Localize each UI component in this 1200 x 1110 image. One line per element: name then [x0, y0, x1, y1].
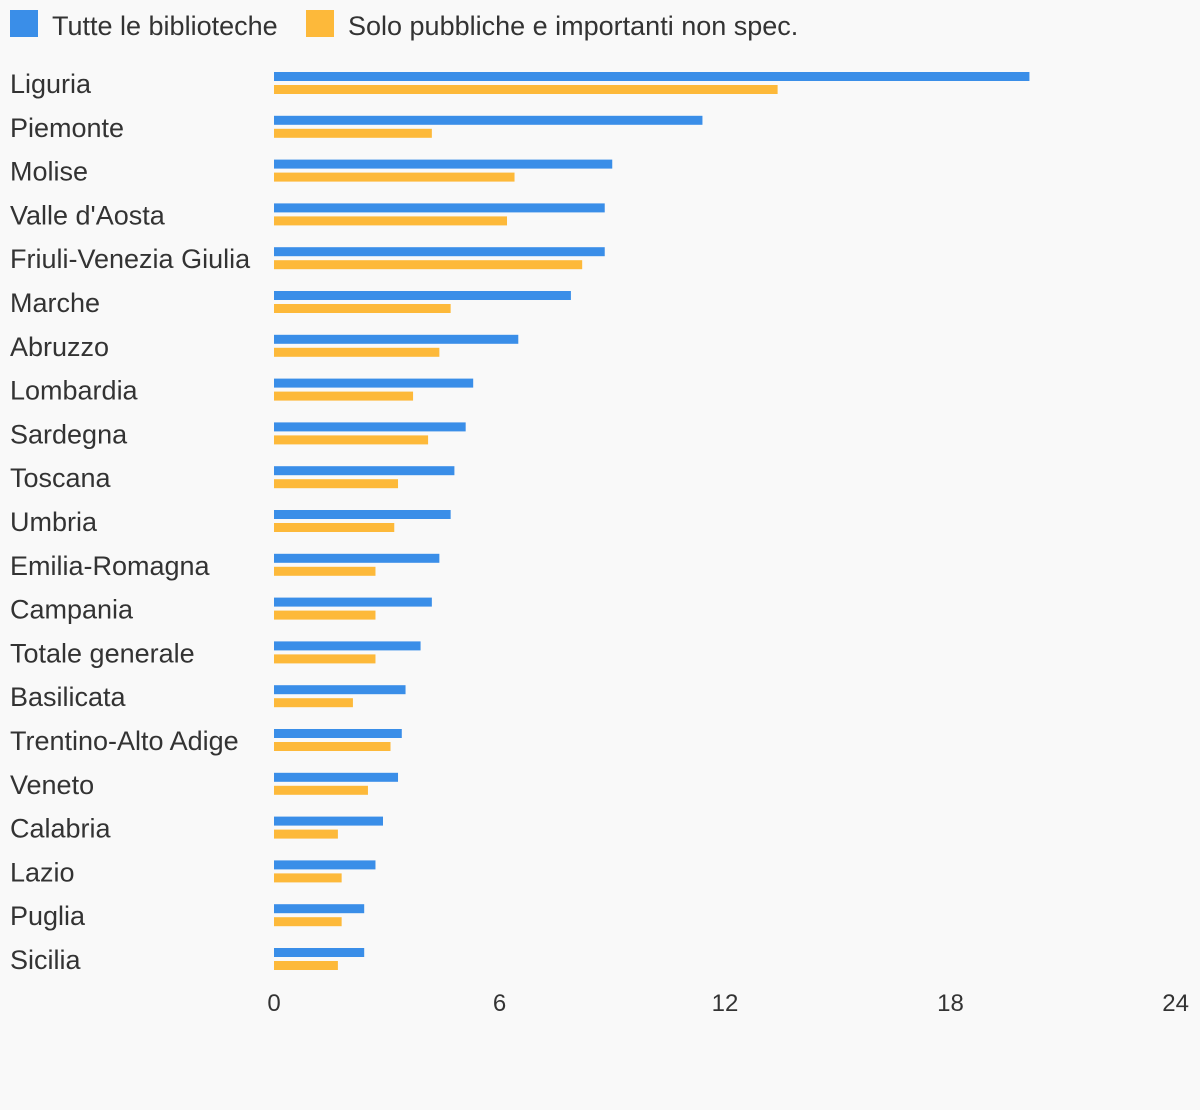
bar-totale-generale-series-1 [274, 641, 421, 651]
x-tick-label-18: 18 [937, 990, 964, 1017]
category-label-lazio: Lazio [10, 857, 75, 887]
x-tick-label-24: 24 [1162, 990, 1189, 1017]
category-label-umbria: Umbria [10, 507, 98, 537]
x-tick-label-0: 0 [267, 990, 280, 1017]
bar-emilia-romagna-series-1 [274, 553, 440, 563]
category-label-toscana: Toscana [10, 463, 112, 493]
bar-marche-series-2 [274, 304, 451, 313]
category-label-valle-d-aosta: Valle d'Aosta [10, 200, 166, 230]
category-label-sardegna: Sardegna [10, 419, 128, 449]
bar-campania-series-1 [274, 597, 432, 607]
bar-piemonte-series-1 [274, 115, 703, 125]
category-label-veneto: Veneto [10, 770, 94, 800]
bar-sardegna-series-2 [274, 435, 429, 445]
bar-puglia-series-1 [274, 904, 365, 914]
bar-umbria-series-1 [274, 510, 451, 519]
bar-sicilia-series-1 [274, 948, 365, 957]
category-label-puglia: Puglia [10, 901, 86, 931]
bar-basilicata-series-1 [274, 685, 406, 695]
bar-abruzzo-series-1 [274, 334, 519, 344]
bar-trentino-alto-adige-series-1 [274, 729, 402, 738]
bars [274, 72, 1030, 970]
x-axis: 0 6 12 18 24 [267, 990, 1189, 1017]
category-label-totale-generale: Totale generale [10, 638, 195, 668]
bar-sardegna-series-1 [274, 422, 466, 432]
category-label-abruzzo: Abruzzo [10, 332, 109, 362]
category-label-liguria: Liguria [10, 69, 92, 99]
bar-basilicata-series-2 [274, 698, 353, 708]
category-label-molise: Molise [10, 157, 88, 187]
bar-abruzzo-series-2 [274, 347, 440, 357]
bar-trentino-alto-adige-series-2 [274, 742, 391, 751]
category-label-emilia-romagna: Emilia-Romagna [10, 551, 211, 581]
bar-lazio-series-1 [274, 860, 376, 870]
bar-campania-series-2 [274, 610, 376, 620]
bar-calabria-series-2 [274, 829, 338, 839]
category-label-sicilia: Sicilia [10, 945, 82, 975]
bar-toscana-series-1 [274, 466, 455, 476]
legend-label-1: Tutte le biblioteche [52, 11, 278, 41]
bar-lombardia-series-1 [274, 378, 474, 388]
bar-marche-series-1 [274, 291, 571, 300]
bar-friuli-venezia-giulia-series-1 [274, 247, 605, 257]
category-label-trentino-alto-adige: Trentino-Alto Adige [10, 726, 239, 756]
bar-sicilia-series-2 [274, 961, 338, 970]
category-label-friuli-venezia-giulia: Friuli-Venezia Giulia [10, 244, 251, 274]
bar-lombardia-series-2 [274, 391, 414, 401]
bar-valle-d-aosta-series-2 [274, 216, 508, 226]
category-label-piemonte: Piemonte [10, 113, 124, 143]
x-tick-label-12: 12 [712, 990, 739, 1017]
category-label-marche: Marche [10, 288, 100, 318]
category-label-calabria: Calabria [10, 814, 112, 844]
bar-molise-series-1 [274, 159, 613, 169]
bar-totale-generale-series-2 [274, 654, 376, 664]
bar-molise-series-2 [274, 172, 515, 182]
bar-lazio-series-2 [274, 873, 342, 883]
bar-emilia-romagna-series-2 [274, 566, 376, 576]
category-label-campania: Campania [10, 595, 134, 625]
bar-puglia-series-2 [274, 917, 342, 927]
bar-veneto-series-1 [274, 772, 399, 782]
bar-umbria-series-2 [274, 523, 395, 532]
bar-valle-d-aosta-series-1 [274, 203, 605, 213]
bar-veneto-series-2 [274, 785, 368, 795]
legend: Tutte le biblioteche Solo pubbliche e imp… [10, 10, 798, 41]
category-labels: Liguria Piemonte Molise Valle d'Aosta Friuli… [10, 69, 251, 975]
x-tick-label-6: 6 [493, 990, 506, 1017]
bar-liguria-series-1 [274, 72, 1030, 81]
category-label-basilicata: Basilicata [10, 682, 127, 712]
bar-friuli-venezia-giulia-series-2 [274, 260, 583, 270]
legend-swatch-1 [10, 10, 38, 37]
bar-piemonte-series-2 [274, 128, 432, 138]
bar-toscana-series-2 [274, 479, 399, 489]
legend-swatch-2 [306, 10, 334, 37]
legend-label-2: Solo pubbliche e importanti non spec. [348, 11, 798, 41]
bar-calabria-series-1 [274, 816, 383, 826]
category-label-lombardia: Lombardia [10, 376, 139, 406]
bar-liguria-series-2 [274, 85, 778, 94]
